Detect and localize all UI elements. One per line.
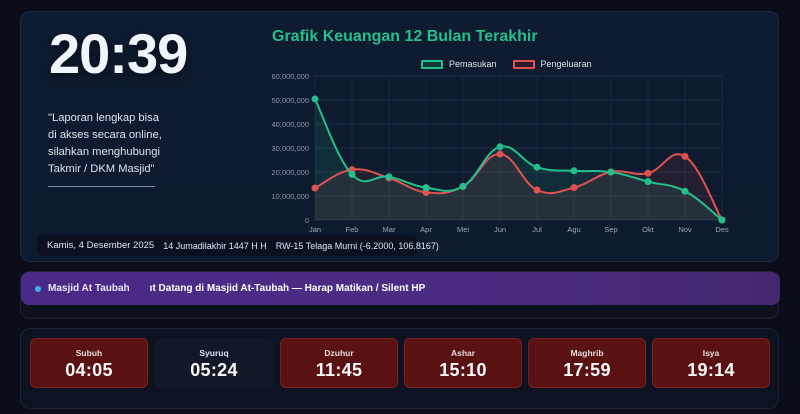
quote-line: Takmir / DKM Masjid" [48, 163, 155, 175]
data-point[interactable] [644, 178, 652, 186]
svg-text:Okt: Okt [642, 225, 655, 234]
svg-text:0: 0 [305, 216, 309, 225]
prayer-name: Syuruq [199, 348, 229, 358]
data-point[interactable] [422, 184, 430, 192]
quote-line: silahkan menghubungi [48, 146, 160, 158]
hijri-date: 14 Jumadilakhir 1447 H H [163, 240, 267, 251]
dashboard-card: 20:39 "Laporan lengkap bisa di akses sec… [20, 11, 779, 262]
data-point[interactable] [496, 150, 504, 158]
prayer-card-syuruq: Syuruq 05:24 [155, 338, 273, 388]
prayer-time: 19:14 [687, 360, 735, 380]
data-point[interactable] [570, 184, 578, 192]
svg-text:Jun: Jun [494, 225, 506, 234]
quote-divider [48, 186, 155, 187]
svg-text:Nov: Nov [678, 225, 692, 234]
prayer-card-subuh: Subuh 04:05 [30, 338, 148, 388]
prayer-name: Subuh [75, 348, 103, 358]
legend-label-expense[interactable]: Pengeluaran [540, 59, 592, 69]
legend-label-income[interactable]: Pemasukan [449, 59, 497, 69]
prayer-card-isya: Isya 19:14 [652, 338, 770, 388]
live-dot-icon [35, 285, 41, 292]
quote-line: di akses secara online, [48, 129, 162, 141]
data-point[interactable] [311, 184, 319, 192]
data-point[interactable] [533, 163, 541, 171]
legend-swatch-income[interactable] [421, 59, 443, 69]
svg-text:50,000,000: 50,000,000 [271, 96, 309, 105]
svg-text:Feb: Feb [346, 225, 359, 234]
chart-title: Grafik Keuangan 12 Bulan Terakhir [272, 28, 538, 45]
svg-text:Jul: Jul [532, 225, 542, 234]
quote-line: "Laporan lengkap bisa [48, 112, 159, 124]
data-point[interactable] [607, 168, 615, 176]
prayer-time: 15:10 [439, 360, 487, 380]
data-point[interactable] [533, 186, 541, 194]
svg-text:Mar: Mar [383, 225, 396, 234]
prayer-time: 04:05 [65, 360, 113, 380]
svg-text:60,000,000: 60,000,000 [271, 72, 309, 81]
gregorian-date: Kamis, 4 Desember 2025 [47, 240, 155, 251]
announcement-ticker: Masjid At Taubah ıt Datang di Masjid At-… [21, 272, 780, 305]
date-location-bar: Kamis, 4 Desember 2025 14 Jumadilakhir 1… [37, 235, 439, 256]
ticker-container: Masjid At Taubah ıt Datang di Masjid At-… [20, 271, 780, 319]
info-quote: "Laporan lengkap bisa di akses secara on… [48, 110, 178, 178]
svg-text:40,000,000: 40,000,000 [271, 120, 309, 129]
svg-text:Mei: Mei [457, 225, 469, 234]
finance-line-chart[interactable]: 0 10,000,000 20,000,000 30,000,000 40,000,00… [261, 67, 761, 247]
prayer-time: 05:24 [190, 360, 238, 380]
chart-legend: Pemasukan Pengeluaran [421, 59, 592, 69]
svg-text:Agu: Agu [567, 225, 580, 234]
data-point[interactable] [681, 187, 689, 195]
data-point[interactable] [385, 173, 393, 181]
prayer-name: Ashar [450, 348, 476, 358]
svg-text:Des: Des [715, 225, 729, 234]
data-point[interactable] [311, 95, 319, 103]
svg-text:20,000,000: 20,000,000 [271, 168, 309, 177]
data-point[interactable] [681, 152, 689, 160]
svg-text:Apr: Apr [420, 225, 432, 234]
ticker-message: ıt Datang di Masjid At-Taubah — Harap Ma… [149, 283, 426, 294]
svg-text:Sep: Sep [604, 225, 617, 234]
ticker-brand: Masjid At Taubah [48, 283, 130, 294]
legend-swatch-expense[interactable] [512, 59, 535, 69]
data-point[interactable] [570, 167, 578, 175]
svg-text:10,000,000: 10,000,000 [271, 192, 309, 201]
data-point[interactable] [459, 182, 467, 190]
prayer-card-dzuhur: Dzuhur 11:45 [280, 338, 398, 388]
data-point[interactable] [348, 170, 356, 178]
data-point[interactable] [496, 143, 504, 151]
svg-text:Jan: Jan [309, 225, 321, 234]
prayer-card-maghrib: Maghrib 17:59 [528, 338, 646, 388]
prayer-time: 11:45 [315, 360, 363, 380]
series-area-1 [315, 153, 722, 220]
location-text: RW-15 Telaga Murni (-6.2000, 106.8167) [275, 240, 439, 251]
data-point[interactable] [644, 169, 652, 177]
prayer-name: Isya [702, 348, 720, 358]
prayer-card-ashar: Ashar 15:10 [404, 338, 522, 388]
svg-text:30,000,000: 30,000,000 [271, 144, 309, 153]
prayer-time: 17:59 [563, 360, 611, 380]
prayer-name: Maghrib [570, 348, 604, 358]
data-point[interactable] [718, 216, 726, 224]
clock-display: 20:39 [49, 22, 188, 85]
prayer-times-panel: Subuh 04:05 Syuruq 05:24 Dzuhur 11:45 As… [20, 328, 779, 409]
prayer-name: Dzuhur [324, 348, 354, 358]
